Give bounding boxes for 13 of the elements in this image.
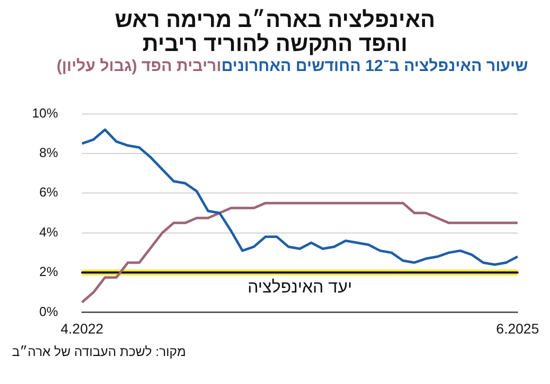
x-tick-label: 4.2022 [60, 320, 104, 336]
text: מקור: לשכת העבודה של ארה״ב [11, 344, 187, 359]
ref-line-label: יעד האינפלציה [248, 278, 352, 297]
chart-title: האינפלציה בארה״ב מרימה ראש והפד התקשה להוריד ריבית [114, 7, 436, 56]
text: וריבית הפד (גבול עליון) [56, 58, 222, 75]
y-tick-label: 2% [39, 264, 58, 280]
y-tick-label: 10% [32, 105, 58, 120]
x-tick-label: 6.2025 [496, 320, 540, 336]
y-tick-label: 0% [39, 304, 58, 319]
y-tick-label: 6% [39, 184, 58, 200]
y-tick-label: 8% [39, 145, 58, 160]
text: שיעור האינפלציה ב־12 החודשים האחרונים [221, 58, 528, 75]
y-tick-label: 4% [39, 224, 58, 240]
